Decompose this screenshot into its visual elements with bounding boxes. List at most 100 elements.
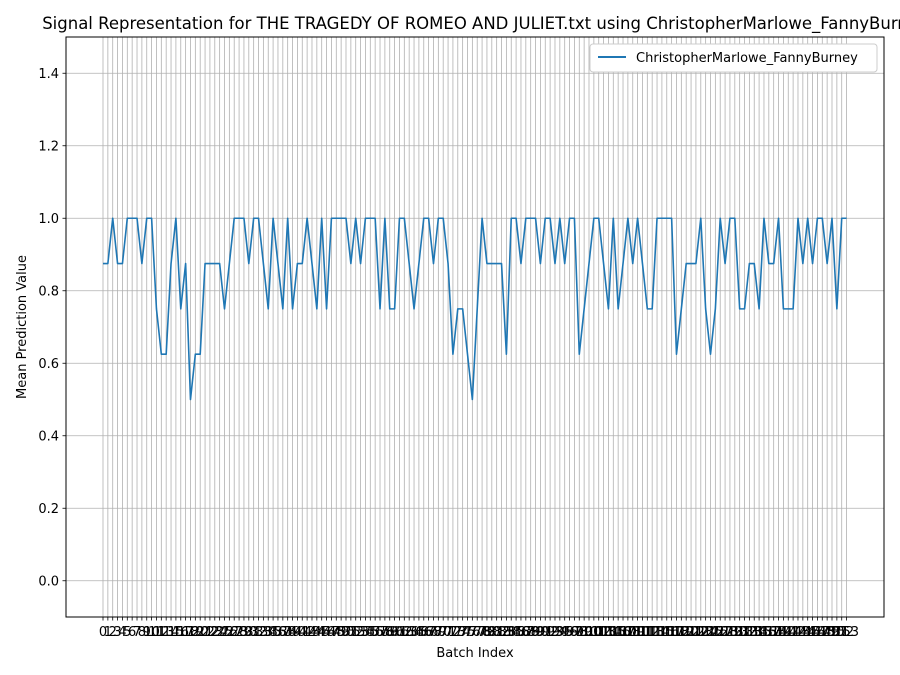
x-tick-label: 125 <box>698 625 723 640</box>
x-tick-label: 85 <box>508 625 525 640</box>
x-tick-label: 25 <box>216 625 233 640</box>
x-tick-label: 66 <box>415 625 432 640</box>
x-tick-label: 45 <box>313 625 330 640</box>
y-tick-label: 1.0 <box>38 212 59 227</box>
x-tick-label: 149 <box>815 625 840 640</box>
x-tick-label: 133 <box>737 625 762 640</box>
x-tick-label: 123 <box>688 625 713 640</box>
x-tick-label: 91 <box>537 625 554 640</box>
x-tick-label: 48 <box>328 625 345 640</box>
x-tick-label: 114 <box>645 625 670 640</box>
y-tick-label: 0.2 <box>38 502 59 517</box>
x-tick-label: 87 <box>518 625 535 640</box>
x-tick-label: 148 <box>810 625 835 640</box>
plot-frame <box>65 36 885 618</box>
x-tick-label: 36 <box>270 625 287 640</box>
x-tick-label: 60 <box>386 625 403 640</box>
x-tick-label: 27 <box>226 625 243 640</box>
x-tick-label: 2 <box>109 625 117 640</box>
x-tick-label: 44 <box>309 625 326 640</box>
x-tick-label: 34 <box>260 625 277 640</box>
x-tick-label: 49 <box>333 625 350 640</box>
y-tick-label: 0.4 <box>38 429 59 444</box>
x-tick-label: 82 <box>493 625 510 640</box>
x-tick-label: 70 <box>435 625 452 640</box>
x-tick-label: 7 <box>133 625 141 640</box>
x-tick-label: 86 <box>513 625 530 640</box>
x-tick-label: 30 <box>241 625 258 640</box>
x-tick-label: 115 <box>649 625 674 640</box>
x-tick-label: 77 <box>469 625 486 640</box>
x-tick-label: 63 <box>401 625 418 640</box>
x-tick-label: 39 <box>284 625 301 640</box>
x-tick-label: 37 <box>275 625 292 640</box>
x-tick-label: 109 <box>620 625 645 640</box>
y-tick-label: 1.2 <box>38 139 59 154</box>
x-tick-label: 142 <box>781 625 806 640</box>
x-tick-label: 144 <box>790 625 815 640</box>
x-tick-label: 29 <box>236 625 253 640</box>
x-tick-label: 121 <box>679 625 704 640</box>
x-tick-label: 80 <box>484 625 501 640</box>
x-tick-label: 102 <box>586 625 611 640</box>
x-tick-label: 105 <box>601 625 626 640</box>
x-tick-label: 74 <box>454 625 471 640</box>
x-tick-label: 111 <box>630 625 655 640</box>
x-tick-label: 119 <box>669 625 694 640</box>
x-tick-label: 88 <box>522 625 539 640</box>
x-tick-label: 31 <box>245 625 262 640</box>
x-tick-label: 81 <box>488 625 505 640</box>
x-tick-label: 57 <box>372 625 389 640</box>
x-gridlines <box>102 37 847 617</box>
x-tick-label: 6 <box>128 625 136 640</box>
x-tick-label: 106 <box>606 625 631 640</box>
x-tick-label: 42 <box>299 625 316 640</box>
x-axis-ticks: 0123456789101112131415161718192021222324… <box>99 617 859 640</box>
x-tick-label: 5 <box>123 625 131 640</box>
x-tick-label: 52 <box>347 625 364 640</box>
x-tick-label: 65 <box>411 625 428 640</box>
x-tick-label: 151 <box>824 625 849 640</box>
y-axis-label: Mean Prediction Value <box>15 255 30 399</box>
x-tick-label: 90 <box>532 625 549 640</box>
x-tick-label: 41 <box>294 625 311 640</box>
x-tick-label: 122 <box>684 625 709 640</box>
y-tick-label: 1.4 <box>38 67 59 82</box>
x-tick-label: 56 <box>367 625 384 640</box>
x-tick-label: 67 <box>420 625 437 640</box>
x-tick-label: 124 <box>693 625 718 640</box>
x-tick-label: 107 <box>611 625 636 640</box>
x-tick-label: 100 <box>577 625 602 640</box>
x-tick-label: 78 <box>474 625 491 640</box>
x-tick-label: 33 <box>255 625 272 640</box>
x-tick-label: 62 <box>396 625 413 640</box>
x-tick-label: 53 <box>352 625 369 640</box>
x-tick-label: 110 <box>625 625 650 640</box>
x-tick-label: 55 <box>362 625 379 640</box>
y-tick-label: 0.0 <box>38 574 59 589</box>
x-tick-label: 112 <box>635 625 660 640</box>
x-tick-label: 103 <box>591 625 616 640</box>
x-tick-label: 16 <box>172 625 189 640</box>
x-tick-label: 17 <box>177 625 194 640</box>
chart-title: Signal Representation for THE TRAGEDY OF… <box>42 14 900 34</box>
y-axis-ticks: 0.0 0.2 0.4 0.6 0.8 1.0 1.2 1.4 <box>38 67 66 589</box>
x-tick-label: 8 <box>138 625 146 640</box>
x-tick-label: 23 <box>207 625 224 640</box>
x-tick-label: 43 <box>304 625 321 640</box>
x-tick-label: 58 <box>377 625 394 640</box>
x-tick-label: 10 <box>143 625 160 640</box>
x-tick-label: 139 <box>766 625 791 640</box>
x-tick-label: 93 <box>547 625 564 640</box>
x-tick-label: 20 <box>192 625 209 640</box>
x-tick-label: 72 <box>445 625 462 640</box>
x-tick-label: 150 <box>820 625 845 640</box>
x-tick-label: 141 <box>776 625 801 640</box>
x-tick-label: 130 <box>722 625 747 640</box>
x-tick-label: 68 <box>425 625 442 640</box>
x-tick-label: 117 <box>659 625 684 640</box>
x-tick-label: 92 <box>542 625 559 640</box>
x-tick-label: 76 <box>464 625 481 640</box>
x-tick-label: 35 <box>265 625 282 640</box>
